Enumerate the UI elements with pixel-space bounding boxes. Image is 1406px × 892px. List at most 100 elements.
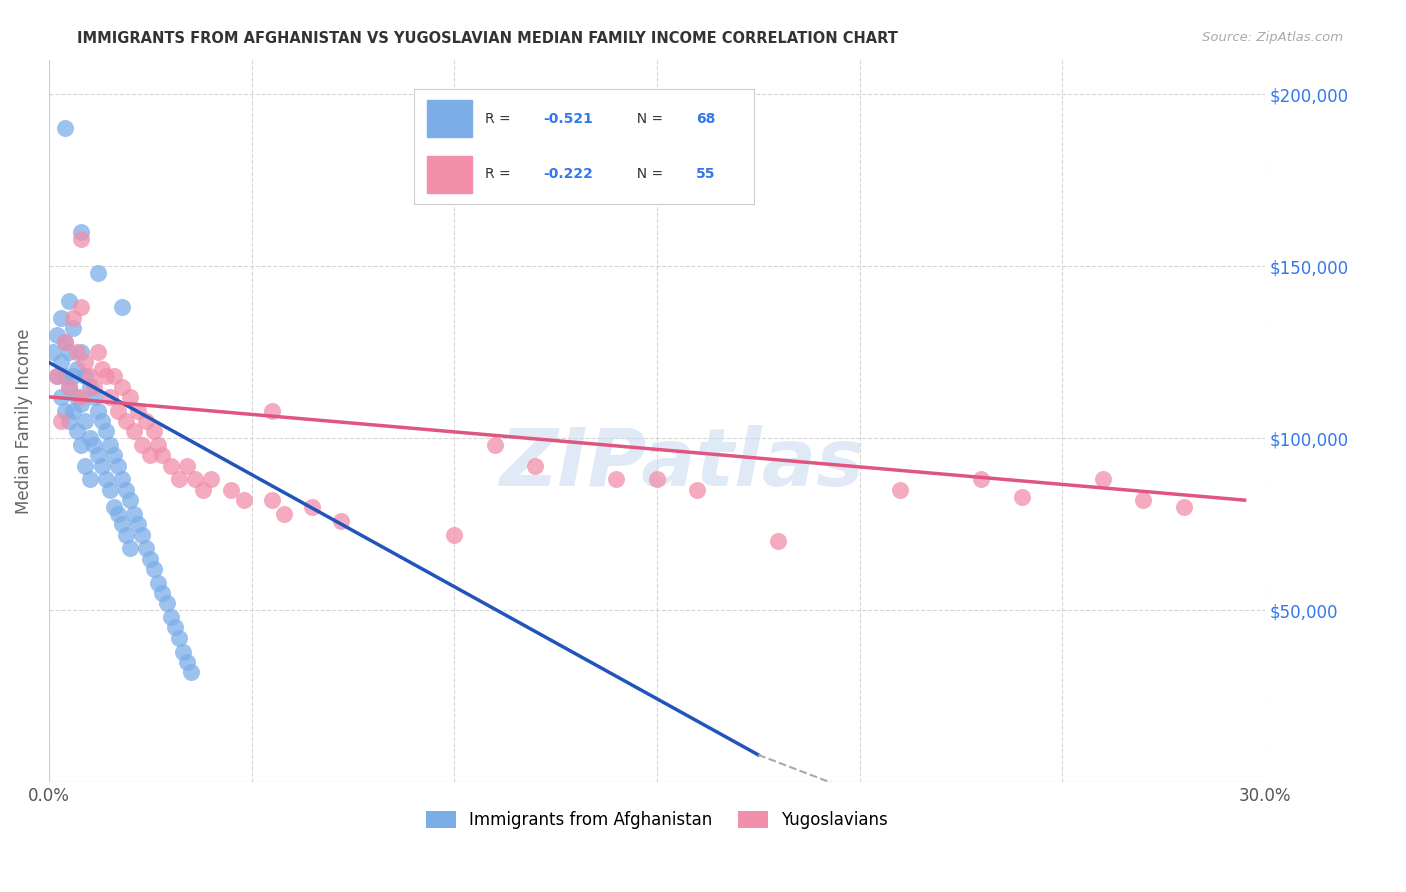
Point [98, 438, 121, 452]
Point [46, 327, 69, 342]
Point [1173, 500, 1195, 514]
Point [53, 121, 76, 136]
Point [135, 541, 157, 556]
Point [1091, 473, 1114, 487]
Point [221, 483, 243, 497]
Point [70, 438, 93, 452]
Point [79, 473, 101, 487]
Point [86, 403, 108, 417]
Point [111, 301, 134, 315]
Point [62, 369, 84, 384]
Point [329, 514, 352, 528]
Point [148, 438, 170, 452]
Point [176, 458, 198, 473]
Text: Source: ZipAtlas.com: Source: ZipAtlas.com [1202, 31, 1343, 45]
Point [605, 473, 627, 487]
Point [53, 334, 76, 349]
Point [94, 425, 117, 439]
Point [49, 414, 72, 428]
Point [94, 473, 117, 487]
Point [58, 414, 80, 428]
Point [98, 390, 121, 404]
Point [970, 473, 993, 487]
Point [524, 458, 547, 473]
Point [49, 355, 72, 369]
Point [184, 473, 207, 487]
Point [191, 483, 214, 497]
Point [111, 473, 134, 487]
Point [163, 620, 186, 634]
Point [139, 449, 162, 463]
Point [90, 414, 112, 428]
Point [1132, 493, 1154, 508]
Point [484, 438, 506, 452]
Point [159, 610, 181, 624]
Point [66, 345, 89, 359]
Point [86, 345, 108, 359]
Point [70, 345, 93, 359]
Point [75, 458, 97, 473]
Point [86, 266, 108, 280]
Point [49, 310, 72, 325]
Point [131, 527, 153, 541]
Point [107, 507, 129, 521]
Point [107, 403, 129, 417]
Point [103, 449, 125, 463]
Point [70, 397, 93, 411]
Point [172, 644, 194, 658]
Point [131, 438, 153, 452]
Point [111, 517, 134, 532]
Point [75, 369, 97, 384]
Point [62, 403, 84, 417]
Point [273, 507, 295, 521]
Point [645, 473, 668, 487]
Point [46, 369, 69, 384]
Point [686, 483, 709, 497]
Point [111, 379, 134, 393]
Point [143, 425, 166, 439]
Point [122, 425, 145, 439]
Point [53, 334, 76, 349]
Point [143, 562, 166, 576]
Point [58, 379, 80, 393]
Point [115, 483, 138, 497]
Point [94, 369, 117, 384]
Point [53, 369, 76, 384]
Point [79, 431, 101, 445]
Point [148, 575, 170, 590]
Point [75, 414, 97, 428]
Point [107, 458, 129, 473]
Point [75, 355, 97, 369]
Text: IMMIGRANTS FROM AFGHANISTAN VS YUGOSLAVIAN MEDIAN FAMILY INCOME CORRELATION CHAR: IMMIGRANTS FROM AFGHANISTAN VS YUGOSLAVI… [77, 31, 898, 46]
Point [103, 369, 125, 384]
Point [90, 458, 112, 473]
Point [1011, 490, 1033, 504]
Point [127, 517, 149, 532]
Point [70, 231, 93, 245]
Point [118, 541, 141, 556]
Point [83, 390, 105, 404]
Point [70, 301, 93, 315]
Point [98, 483, 121, 497]
Point [118, 390, 141, 404]
Point [49, 390, 72, 404]
Point [70, 225, 93, 239]
Point [83, 379, 105, 393]
Point [42, 345, 65, 359]
Point [889, 483, 911, 497]
Point [232, 493, 254, 508]
Point [139, 551, 162, 566]
Point [260, 493, 283, 508]
Point [79, 379, 101, 393]
Text: ZIPatlas: ZIPatlas [499, 425, 863, 503]
Point [46, 369, 69, 384]
Point [83, 438, 105, 452]
Point [58, 379, 80, 393]
Point [90, 362, 112, 376]
Y-axis label: Median Family Income: Median Family Income [15, 328, 32, 514]
Point [86, 449, 108, 463]
Point [176, 655, 198, 669]
Point [135, 414, 157, 428]
Point [180, 665, 202, 680]
Point [167, 473, 190, 487]
